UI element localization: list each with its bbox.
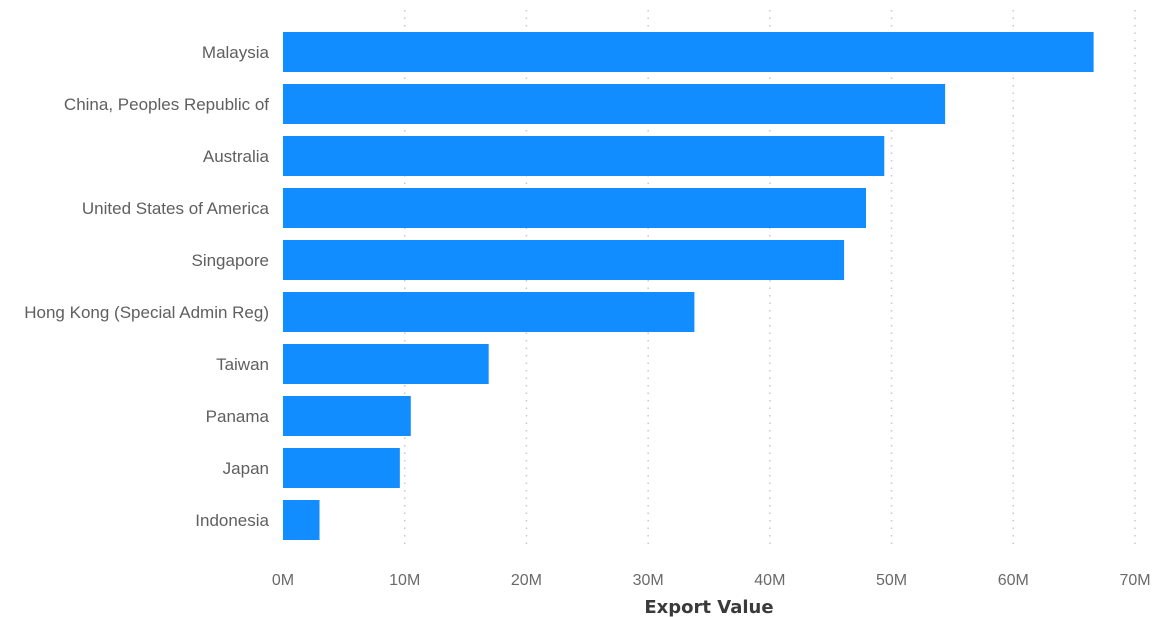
category-labels: Malaysia China, Peoples Republic of Austra…	[24, 43, 269, 530]
category-label: Malaysia	[202, 43, 270, 62]
bar[interactable]	[283, 240, 845, 280]
bars	[283, 32, 1094, 540]
x-tick-label: 40M	[754, 572, 785, 589]
bar[interactable]	[283, 396, 411, 436]
category-label: Singapore	[191, 251, 269, 270]
category-label: Panama	[206, 407, 270, 426]
bar[interactable]	[283, 448, 400, 488]
category-label: Taiwan	[216, 355, 269, 374]
bar[interactable]	[283, 292, 695, 332]
bar[interactable]	[283, 136, 885, 176]
category-label: Australia	[203, 147, 270, 166]
category-label: China, Peoples Republic of	[64, 95, 269, 114]
category-label: Indonesia	[195, 511, 269, 530]
bar[interactable]	[283, 84, 946, 124]
x-tick-label: 0M	[272, 572, 294, 589]
category-label: United States of America	[82, 199, 270, 218]
category-label: Hong Kong (Special Admin Reg)	[24, 303, 269, 322]
x-tick-label: 20M	[511, 572, 542, 589]
x-tick-label: 30M	[633, 572, 664, 589]
x-tick-labels: 0M 10M 20M 30M 40M 50M 60M 70M	[272, 572, 1151, 589]
x-axis-title: Export Value	[644, 597, 773, 617]
x-tick-label: 60M	[998, 572, 1029, 589]
x-tick-label: 10M	[389, 572, 420, 589]
bar[interactable]	[283, 500, 320, 540]
bar[interactable]	[283, 32, 1094, 72]
x-tick-label: 70M	[1119, 572, 1150, 589]
bar[interactable]	[283, 344, 489, 384]
x-tick-label: 50M	[876, 572, 907, 589]
category-label: Japan	[223, 459, 269, 478]
bar[interactable]	[283, 188, 867, 228]
